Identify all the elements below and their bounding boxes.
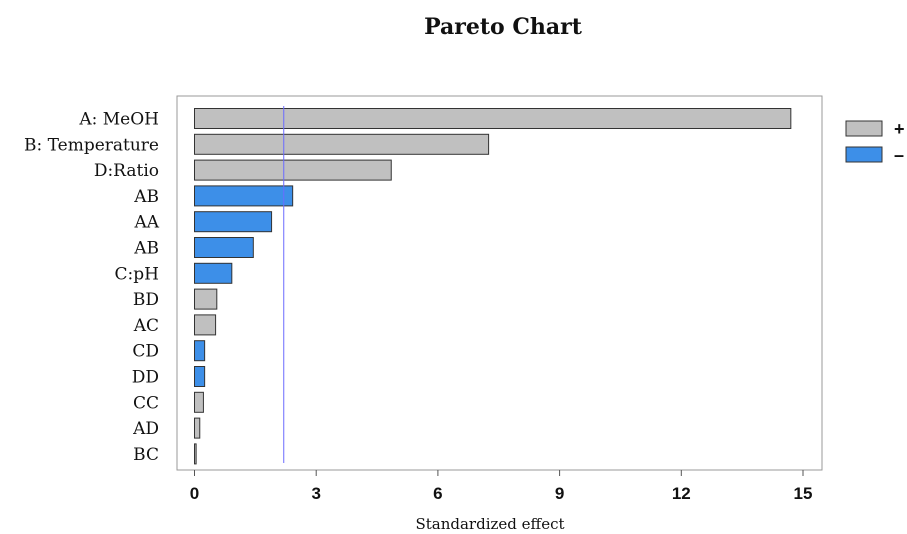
legend-label-negative: – bbox=[894, 145, 904, 165]
legend-swatch-positive bbox=[845, 120, 883, 137]
category-label-12: AD bbox=[132, 419, 159, 439]
category-label-11: CC bbox=[133, 393, 159, 413]
bar-12 bbox=[194, 417, 201, 439]
x-tick-label-1: 3 bbox=[311, 484, 320, 503]
bar-1 bbox=[194, 133, 490, 155]
legend: + – bbox=[845, 119, 905, 165]
x-tick-label-5: 15 bbox=[794, 484, 813, 503]
bars-layer bbox=[194, 108, 792, 465]
x-axis-label: Standardized effect bbox=[415, 515, 564, 533]
category-labels: A: MeOH B: Temperature D:Ratio AB AA AB C:pH BD… bbox=[24, 110, 160, 465]
x-tick-label-3: 9 bbox=[555, 484, 564, 503]
x-tick-label-0: 0 bbox=[190, 484, 199, 503]
category-label-7: BD bbox=[133, 290, 159, 310]
x-tick-label-4: 12 bbox=[672, 484, 691, 503]
category-label-3: AB bbox=[133, 187, 159, 207]
category-label-10: DD bbox=[132, 368, 159, 388]
bar-13 bbox=[194, 443, 197, 465]
bar-6 bbox=[194, 262, 233, 284]
bar-3 bbox=[194, 185, 294, 207]
chart-title: Pareto Chart bbox=[424, 14, 583, 40]
bar-7 bbox=[194, 288, 218, 310]
bar-11 bbox=[194, 391, 204, 413]
category-label-8: AC bbox=[133, 316, 159, 336]
bar-0 bbox=[194, 108, 792, 129]
x-tick-label-2: 6 bbox=[433, 484, 442, 503]
bar-10 bbox=[194, 366, 206, 387]
category-label-1: B: Temperature bbox=[24, 135, 159, 155]
bar-4 bbox=[194, 211, 273, 233]
legend-swatch-negative bbox=[845, 146, 883, 163]
legend-label-positive: + bbox=[894, 119, 905, 139]
category-label-13: BC bbox=[133, 445, 159, 465]
x-axis-ticks: 0 3 6 9 12 15 bbox=[190, 470, 813, 503]
category-label-2: D:Ratio bbox=[94, 161, 159, 181]
category-label-4: AA bbox=[133, 213, 159, 233]
bar-8 bbox=[194, 314, 217, 336]
category-label-5: AB bbox=[133, 239, 159, 259]
bar-9 bbox=[194, 340, 206, 362]
bar-5 bbox=[194, 237, 254, 258]
bar-2 bbox=[194, 159, 392, 181]
category-label-6: C:pH bbox=[115, 264, 159, 284]
category-label-0: A: MeOH bbox=[78, 110, 159, 130]
category-label-9: CD bbox=[132, 342, 159, 362]
